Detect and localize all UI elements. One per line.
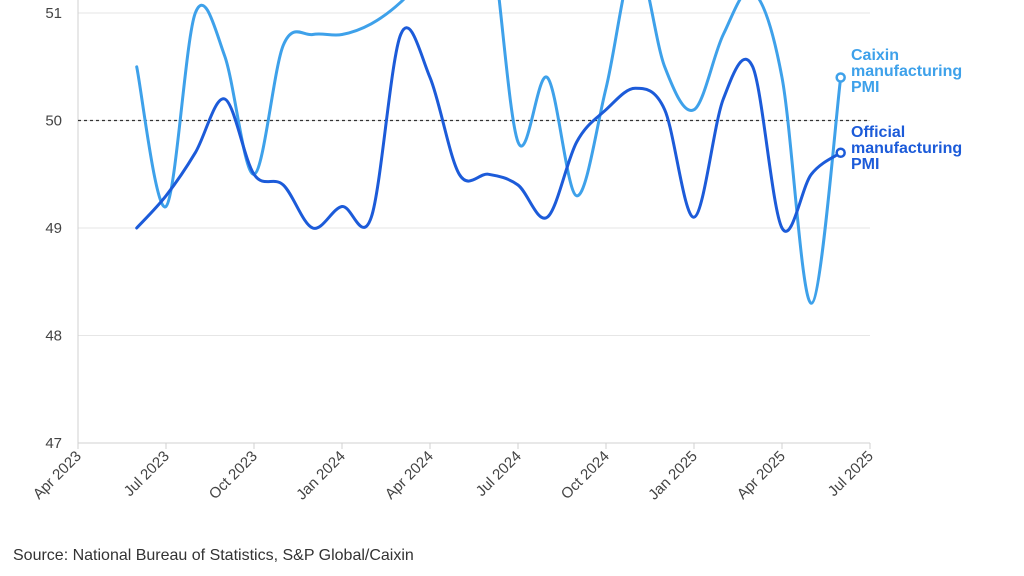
x-tick-label: Jan 2025: [645, 448, 701, 504]
x-tick-label: Jul 2024: [473, 448, 525, 500]
axes: 47 48 49 50 51 Apr 2023 Jul 2023 Oct 2023 Jan 20…: [30, 0, 877, 503]
x-tick-label: Jan 2024: [293, 448, 349, 504]
x-tick-label: Oct 2023: [206, 448, 261, 503]
caixin-pmi-label: Caixin manufacturing PMI: [851, 47, 962, 96]
x-tick-label: Apr 2023: [30, 448, 85, 503]
chart-source-note: Source: National Bureau of Statistics, S…: [13, 547, 414, 564]
x-tick-label: Oct 2024: [558, 448, 613, 503]
x-tick-label: Apr 2025: [734, 448, 789, 503]
official-pmi-endpoint: [835, 147, 846, 158]
caixin-pmi-endpoint: [835, 72, 846, 83]
x-tick-label: Jul 2025: [825, 448, 877, 500]
series-labels: Caixin manufacturing PMI Official manufactur…: [851, 47, 962, 173]
y-tick-label: 48: [45, 328, 62, 345]
official-pmi-label: Official manufacturing PMI: [851, 124, 962, 173]
official-pmi-line: [135, 26, 843, 233]
series-lines: [135, 0, 846, 305]
x-tick-label: Apr 2024: [382, 448, 437, 503]
y-tick-label: 51: [45, 5, 62, 22]
x-tick-label: Jul 2023: [121, 448, 173, 500]
y-tick-label: 47: [45, 435, 62, 452]
caixin-pmi-line: [135, 0, 843, 305]
y-tick-label: 49: [45, 220, 62, 237]
y-tick-label: 50: [45, 113, 62, 130]
